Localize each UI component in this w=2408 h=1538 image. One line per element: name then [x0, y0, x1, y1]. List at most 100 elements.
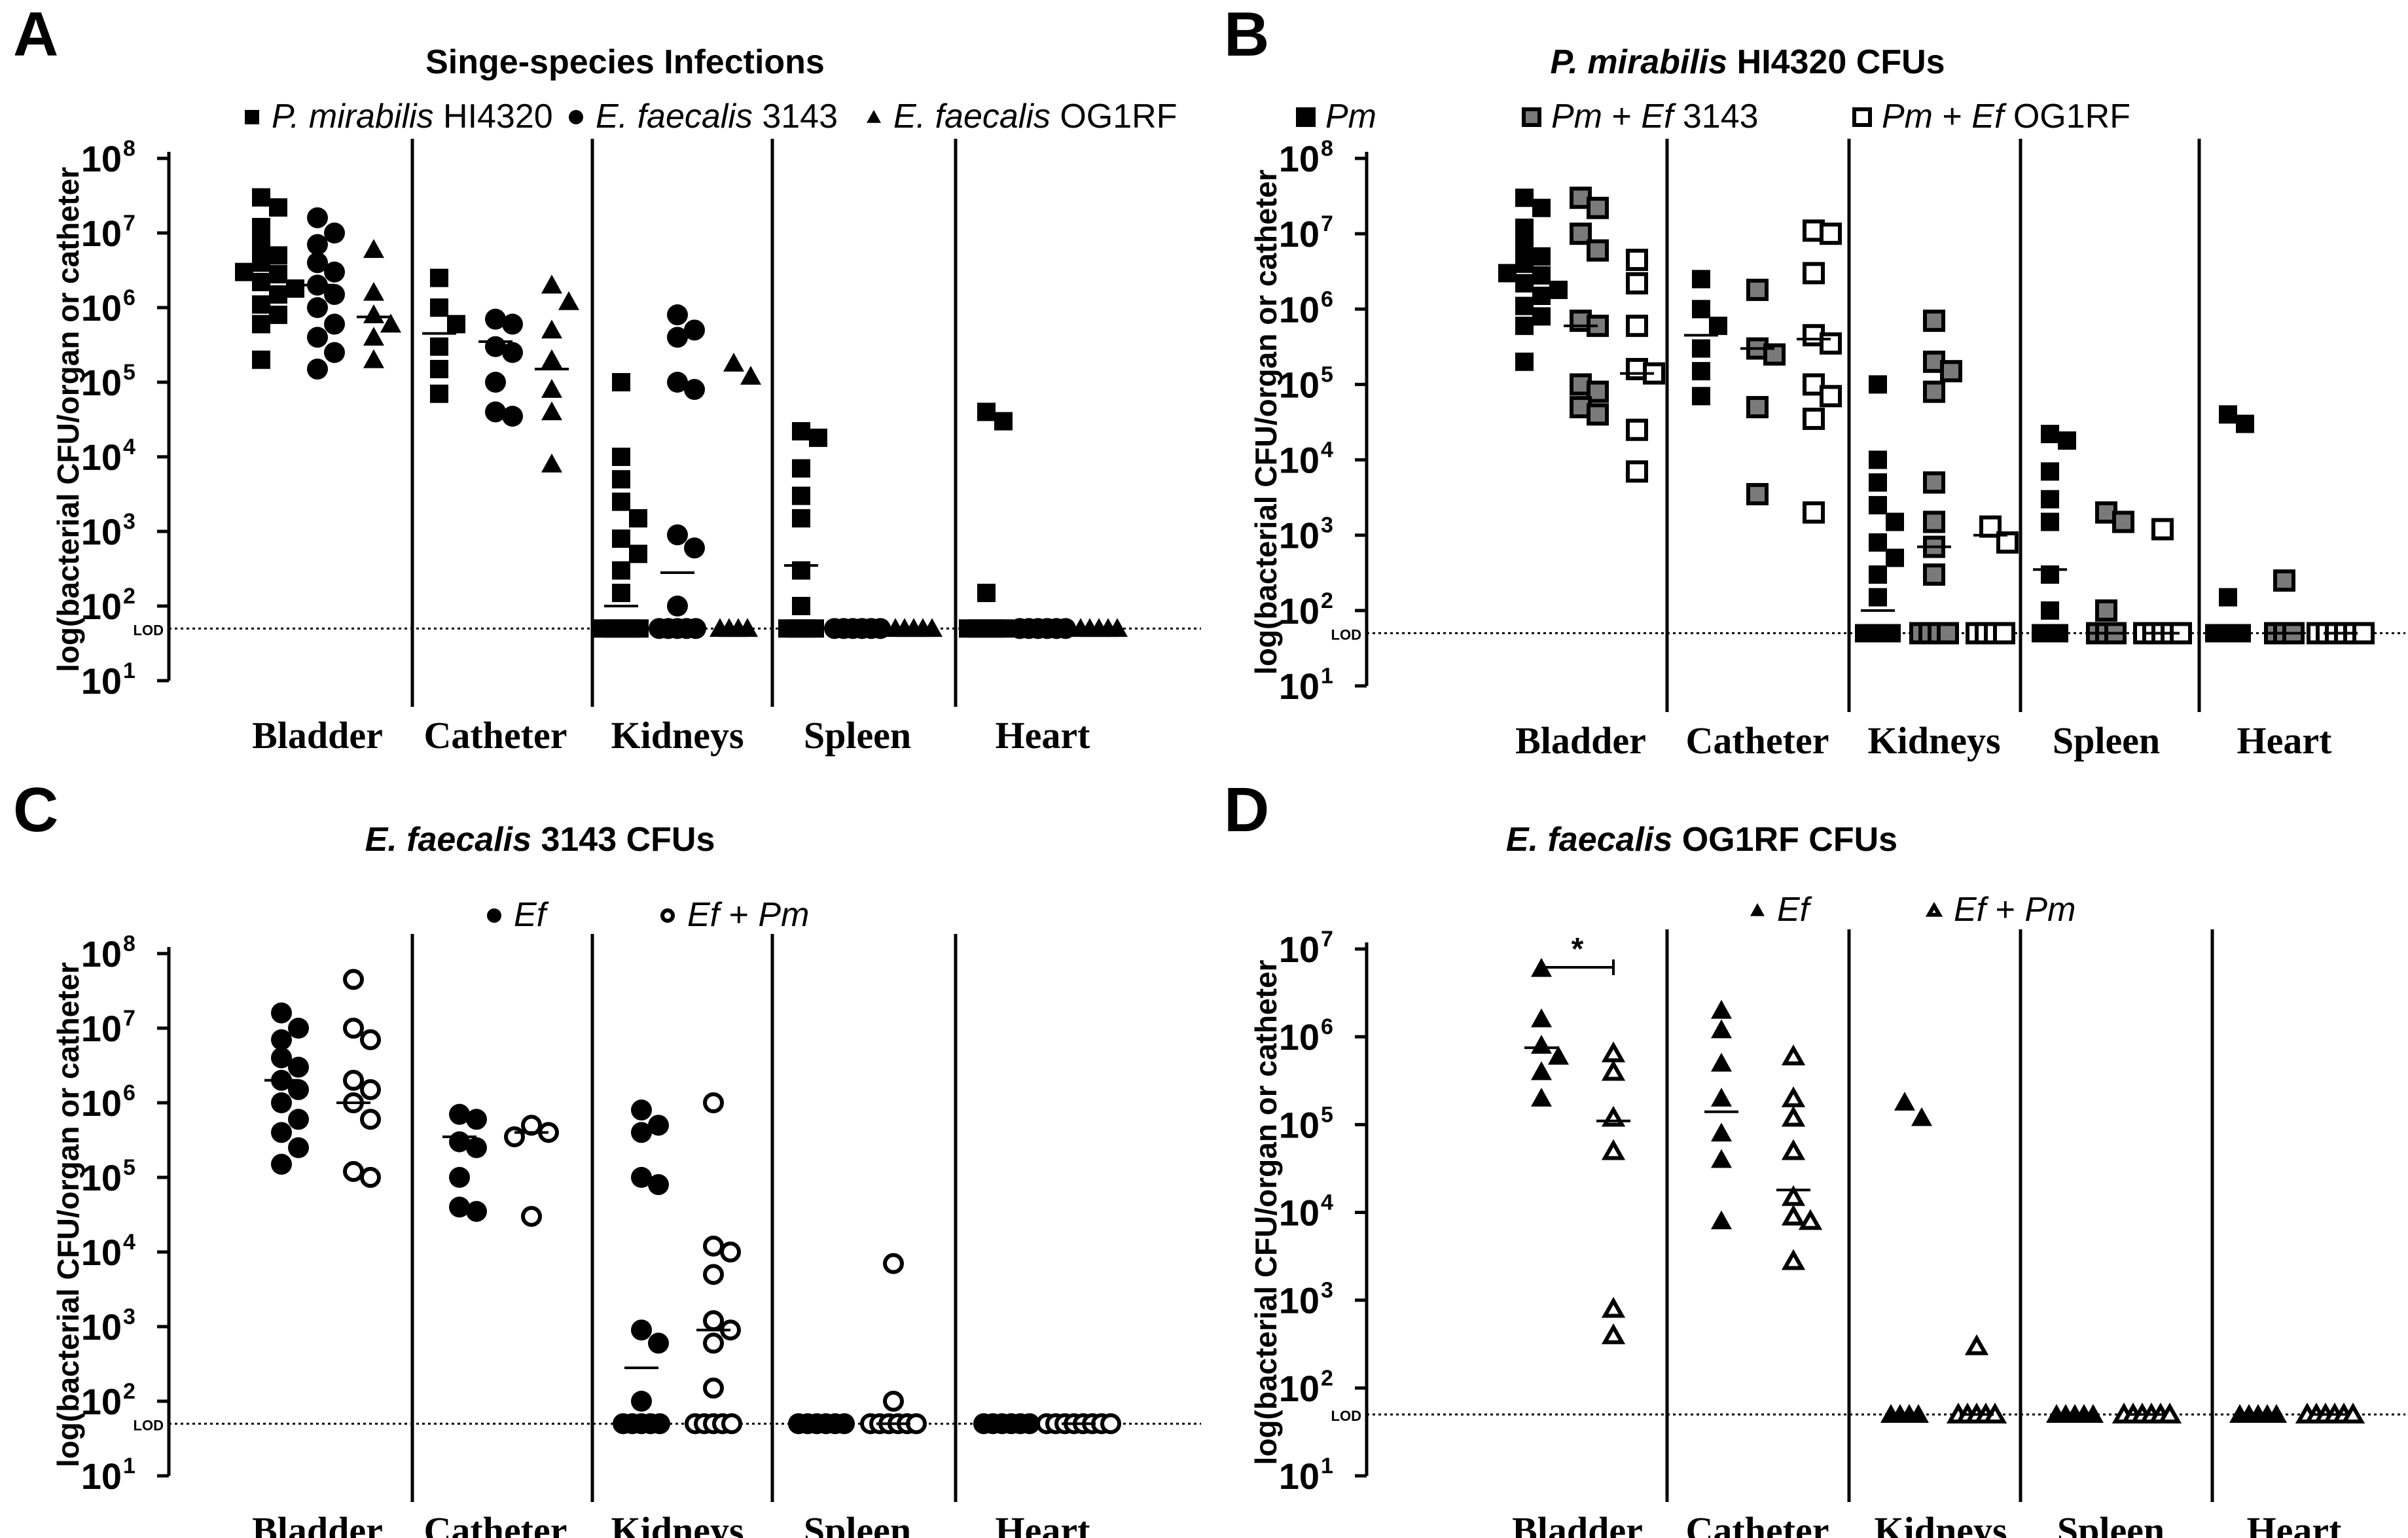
panel-b-ytick-label-5: 10 [1279, 364, 1320, 405]
panel-d-legend-label-ef: Ef [1777, 891, 1812, 929]
panel-a-point-p-mirabilis-hi4320-bladder-1 [269, 198, 287, 217]
panel-b-title-part-0: P. mirabilis [1550, 43, 1727, 81]
panel-c-ytick-exp-1: 1 [123, 1454, 135, 1478]
panel-d-sig-label-0: * [1572, 932, 1584, 967]
panel-c-point-ef-bladder-3 [271, 1047, 292, 1069]
panel-b-point-pm-ef-og1rf-catheter-4 [1820, 332, 1842, 355]
panel-a-ytick-exp-1: 1 [123, 658, 135, 683]
panel-d-point-ef-bladder-3 [1548, 1045, 1569, 1065]
panel-a-point-e-faecalis-3143-kidneys-1 [684, 319, 705, 341]
panel-b-legend-marker-pm-ef-og1rf [1852, 107, 1872, 127]
panel-c-title-part-1: 3143 CFUs [531, 821, 715, 859]
panel-a-point-p-mirabilis-hi4320-spleen-5 [792, 561, 810, 580]
panel-d-point-ef-spleen-4 [2083, 1404, 2104, 1423]
panel-c-point-ef-pm-bladder-8 [360, 1167, 381, 1188]
panel-d-ytick-exp-7: 7 [1321, 927, 1333, 952]
panel-a-point-p-mirabilis-hi4320-kidneys-1 [612, 448, 630, 466]
panel-a-point-p-mirabilis-hi4320-kidneys-7 [612, 561, 630, 580]
panel-b-point-pm-spleen-6 [2041, 601, 2059, 620]
panel-a-point-p-mirabilis-hi4320-spleen-10 [806, 619, 824, 638]
panel-c-ytick-exp-4: 4 [123, 1230, 135, 1255]
panel-a-ytick-label-7: 10 [81, 213, 122, 254]
panel-b-point-pm-ef-3143-spleen-2 [2095, 599, 2117, 622]
panel-c-point-ef-pm-kidneys-6 [703, 1332, 724, 1354]
panel-a-category-bladder: Bladder [252, 714, 383, 757]
panel-a-point-e-faecalis-3143-kidneys-5 [667, 524, 688, 546]
panel-c-point-ef-bladder-9 [271, 1122, 292, 1143]
panel-b-point-pm-ef-og1rf-kidneys-1 [1996, 531, 2019, 554]
panel-a-point-e-faecalis-og1rf-catheter-0 [541, 274, 562, 294]
panel-d-point-ef-pm-spleen-5 [2157, 1403, 2182, 1424]
panel-a-point-e-faecalis-og1rf-catheter-2 [541, 319, 562, 339]
panel-b-point-pm-spleen-2 [2041, 462, 2059, 481]
panel-d-legend-label-part-2: Pm [2024, 891, 2076, 929]
panel-b-ytick-exp-7: 7 [1321, 211, 1333, 236]
panel-d-point-ef-pm-bladder-5 [1601, 1323, 1626, 1344]
panel-b-point-pm-ef-3143-catheter-4 [1746, 483, 1769, 506]
panel-b-legend-label-part-1: + [1602, 98, 1641, 135]
panel-d-ytick-exp-1: 1 [1321, 1454, 1333, 1478]
panel-a-point-p-mirabilis-hi4320-spleen-6 [792, 597, 810, 615]
panel-a-lod-label: LOD [134, 622, 164, 638]
panel-c-point-ef-pm-bladder-0 [343, 969, 364, 990]
panel-b-point-pm-kidneys-4 [1886, 512, 1904, 531]
panel-b-point-pm-ef-3143-kidneys-3 [1923, 380, 1945, 403]
panel-b-point-pm-ef-3143-kidneys-7 [1923, 563, 1945, 586]
panel-b-point-pm-ef-3143-kidneys-5 [1923, 510, 1945, 533]
panel-b-point-pm-bladder-6 [1498, 264, 1517, 283]
panel-b-legend-marker-pm [1296, 107, 1316, 127]
panel-b-ytick-exp-2: 2 [1321, 588, 1333, 613]
panel-b-point-pm-heart-1 [2236, 414, 2254, 433]
panel-b-point-pm-catheter-3 [1692, 339, 1710, 358]
panel-b-ytick-label-4: 10 [1279, 440, 1320, 481]
panel-c-point-ef-pm-kidneys-7 [703, 1377, 724, 1399]
panel-b-point-pm-ef-3143-kidneys-2 [1940, 360, 1962, 383]
panel-d-point-ef-catheter-1 [1711, 1019, 1732, 1039]
panel-c-point-ef-kidneys-6 [648, 1332, 669, 1354]
panel-b-point-pm-kidneys-7 [1869, 565, 1887, 584]
panel-d-point-ef-pm-catheter-6 [1798, 1209, 1823, 1230]
panel-b-point-pm-kidneys-5 [1869, 533, 1887, 552]
panel-c-legend-label-part-1: + [719, 896, 758, 934]
panel-d-legend-label-part-0: Ef [1777, 891, 1812, 929]
panel-b-point-pm-bladder-12 [1532, 307, 1551, 326]
panel-b-point-pm-spleen-0 [2041, 425, 2059, 444]
panel-a-ytick-label-3: 10 [81, 511, 122, 552]
panel-a-point-p-mirabilis-hi4320-catheter-2 [447, 315, 465, 334]
panel-c-point-ef-catheter-0 [449, 1103, 470, 1125]
panel-a-point-p-mirabilis-hi4320-bladder-9 [286, 279, 304, 298]
panel-c-legend-label-part-2: Pm [758, 896, 809, 934]
panel-a-point-e-faecalis-3143-bladder-9 [307, 327, 328, 348]
panel-b-ytick-exp-8: 8 [1321, 136, 1333, 161]
panel-a-ytick-exp-8: 8 [123, 136, 135, 161]
panel-a-point-e-faecalis-3143-catheter-0 [485, 308, 506, 330]
panel-b-point-pm-ef-og1rf-catheter-2 [1803, 262, 1825, 285]
panel-c-point-ef-pm-kidneys-1 [703, 1235, 724, 1257]
panel-c-ytick-label-8: 10 [81, 933, 122, 975]
panel-a-point-p-mirabilis-hi4320-bladder-4 [269, 246, 287, 265]
panel-a-point-p-mirabilis-hi4320-spleen-3 [792, 486, 810, 505]
panel-d-point-ef-pm-bladder-2 [1601, 1105, 1626, 1127]
panel-d-point-ef-bladder-1 [1531, 1008, 1552, 1028]
panel-c-ytick-exp-3: 3 [123, 1304, 135, 1329]
panel-c-point-ef-bladder-10 [288, 1137, 309, 1158]
panel-d: D E. faecalis OG1RF CFUs Ef Ef + Pm 10 1 10 2 10… [1204, 769, 2408, 1538]
panel-d-legend-marker-ef-pm [1925, 902, 1943, 917]
panel-a-legend-label-part-0: P. mirabilis [272, 98, 434, 135]
panel-d-point-ef-bladder-4 [1531, 1061, 1552, 1081]
panel-d-ytick-exp-4: 4 [1321, 1190, 1333, 1215]
panel-a-category-spleen: Spleen [804, 714, 911, 757]
panel-c-legend-marker-ef-pm [660, 908, 675, 923]
panel-a-legend-label-e-faecalis-og1rf: E. faecalis OG1RF [893, 98, 1177, 135]
panel-a-legend-marker-e-faecalis-og1rf [867, 110, 881, 123]
panel-b-legend-label-part-3: 3143 [1673, 98, 1758, 135]
panel-a-point-p-mirabilis-hi4320-bladder-3 [252, 235, 270, 254]
panel-c-point-ef-kidneys-0 [631, 1100, 652, 1121]
panel-a-point-e-faecalis-og1rf-heart-4 [1107, 618, 1128, 637]
panel-a-point-e-faecalis-3143-bladder-10 [324, 342, 345, 363]
panel-d-point-ef-catheter-2 [1711, 1052, 1732, 1072]
panel-d-ytick-label-5: 10 [1279, 1104, 1320, 1145]
panel-b-point-pm-ef-og1rf-catheter-7 [1803, 407, 1825, 430]
panel-c-ytick-label-5: 10 [81, 1157, 122, 1198]
